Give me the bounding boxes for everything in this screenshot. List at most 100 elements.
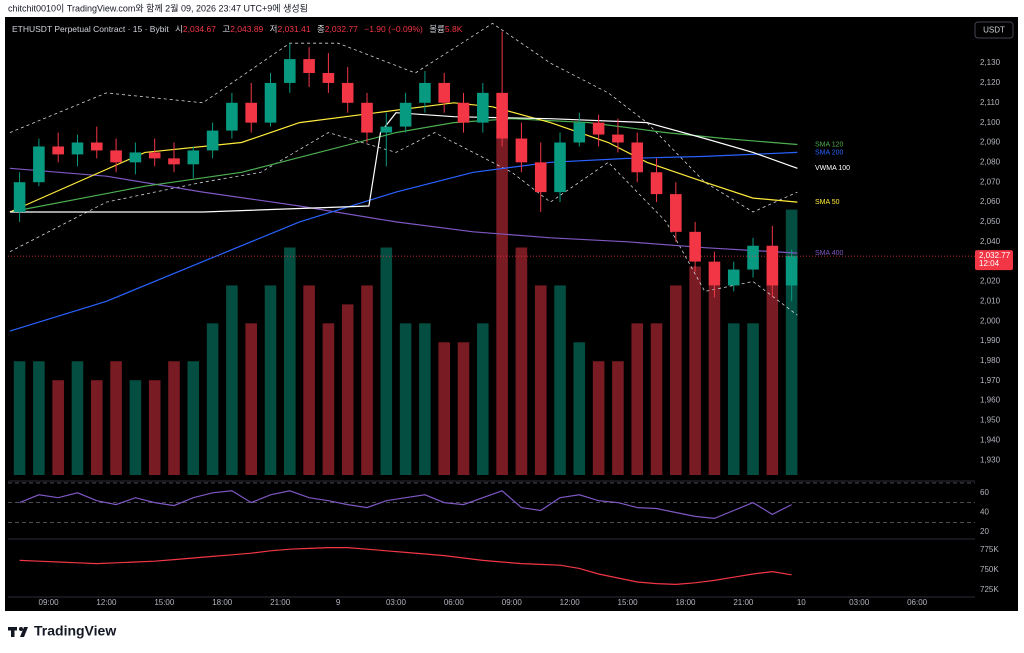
chart-background bbox=[5, 17, 1018, 611]
bollinger-band bbox=[9, 132, 798, 316]
x-tick-label: 03:00 bbox=[386, 598, 407, 607]
candle-body bbox=[322, 73, 335, 83]
h-label: 고 bbox=[222, 24, 230, 34]
y-tick-label: 2,050 bbox=[980, 217, 1001, 226]
volume-bar bbox=[341, 304, 354, 475]
volume-bar bbox=[457, 342, 470, 475]
candle-body bbox=[90, 142, 103, 151]
series-label: SMA 50 bbox=[815, 199, 840, 206]
candle-body bbox=[303, 59, 315, 74]
volume-bar bbox=[573, 342, 586, 475]
y-tick-label: 60 bbox=[980, 488, 989, 497]
candle-body bbox=[650, 172, 663, 195]
o-value: 2,034.67 bbox=[183, 24, 216, 34]
moving-average bbox=[9, 118, 798, 213]
symbol-legend: ETHUSDT Perpetual Contract · 15 · Bybit … bbox=[12, 24, 463, 34]
logo-text: TradingView bbox=[34, 623, 116, 639]
volume-bar bbox=[13, 361, 26, 475]
candle-body bbox=[226, 102, 238, 131]
currency-button[interactable] bbox=[974, 21, 1014, 39]
candle-body bbox=[380, 126, 393, 133]
indicator-line bbox=[19, 490, 792, 520]
x-tick-label: 09:00 bbox=[502, 598, 523, 607]
x-tick-label: 9 bbox=[336, 598, 341, 607]
candle-body bbox=[264, 82, 277, 123]
vol-label: 볼륨 bbox=[429, 24, 445, 34]
candle-body bbox=[515, 138, 528, 163]
candle-body bbox=[399, 102, 412, 127]
volume-bar bbox=[264, 285, 277, 475]
c-value: 2,032.77 bbox=[325, 24, 358, 34]
x-tick-label: 21:00 bbox=[733, 598, 754, 607]
symbol-name: ETHUSDT Perpetual Contract · 15 · Bybit bbox=[12, 24, 169, 34]
volume-bar bbox=[110, 361, 122, 475]
indicator-line bbox=[19, 547, 792, 586]
o-label: 시 bbox=[175, 24, 183, 34]
y-tick-label: 2,090 bbox=[980, 138, 1001, 147]
volume-bar bbox=[766, 247, 779, 475]
moving-average bbox=[9, 167, 798, 254]
volume-bar bbox=[631, 323, 644, 475]
volume-bar bbox=[226, 285, 238, 475]
volume-bar bbox=[284, 247, 296, 475]
volume-bar bbox=[33, 361, 45, 475]
volume-bar bbox=[708, 285, 721, 475]
y-tick-label: 1,940 bbox=[980, 435, 1001, 444]
candle-body bbox=[631, 142, 644, 173]
change: −1.90 (−0.09%) bbox=[364, 24, 423, 34]
moving-average bbox=[9, 112, 798, 213]
candle-body bbox=[708, 261, 721, 286]
candle-body bbox=[148, 152, 161, 159]
y-tick-label: 750K bbox=[980, 565, 999, 574]
candle-body bbox=[554, 142, 566, 193]
candle-body bbox=[71, 142, 84, 155]
y-tick-label: 2,080 bbox=[980, 157, 1001, 166]
c-label: 종 bbox=[317, 24, 325, 34]
x-tick-label: 15:00 bbox=[618, 598, 639, 607]
candle-body bbox=[689, 231, 701, 262]
candle-body bbox=[13, 182, 26, 212]
candle-body bbox=[534, 162, 547, 193]
volume-bar bbox=[438, 342, 451, 475]
candle-body bbox=[206, 130, 219, 151]
vol-value: 5.8K bbox=[445, 24, 463, 34]
volume-bar bbox=[168, 361, 180, 475]
candle-body bbox=[727, 269, 740, 286]
y-tick-label: 2,060 bbox=[980, 197, 1001, 206]
volume-bar bbox=[515, 247, 528, 475]
candle-body bbox=[496, 92, 508, 139]
volume-bar bbox=[477, 323, 489, 475]
h-value: 2,043.89 bbox=[230, 24, 263, 34]
candle-body bbox=[785, 256, 798, 286]
y-tick-label: 1,980 bbox=[980, 356, 1001, 365]
volume-bar bbox=[245, 323, 257, 475]
y-tick-label: 2,000 bbox=[980, 316, 1001, 325]
x-tick-label: 09:00 bbox=[39, 598, 60, 607]
series-label: SMA 400 bbox=[815, 250, 844, 257]
series-label: VWMA 100 bbox=[815, 165, 850, 172]
x-tick-label: 18:00 bbox=[212, 598, 233, 607]
logo-icon bbox=[8, 627, 28, 637]
candle-body bbox=[592, 122, 605, 135]
volume-bar bbox=[612, 361, 624, 475]
x-tick-label: 21:00 bbox=[270, 598, 291, 607]
last-price-box bbox=[975, 250, 1013, 271]
y-tick-label: 2,070 bbox=[980, 177, 1001, 186]
x-tick-label: 06:00 bbox=[907, 598, 928, 607]
volume-bar bbox=[496, 133, 508, 475]
y-tick-label: 20 bbox=[980, 527, 989, 536]
x-tick-label: 06:00 bbox=[444, 598, 465, 607]
countdown-label: 12:04 bbox=[979, 259, 1000, 268]
volume-bar bbox=[380, 247, 393, 475]
x-tick-label: 18:00 bbox=[675, 598, 696, 607]
y-tick-label: 1,950 bbox=[980, 416, 1001, 425]
moving-average bbox=[9, 151, 798, 332]
candle-body bbox=[457, 102, 470, 123]
x-tick-label: 03:00 bbox=[849, 598, 870, 607]
candle-body bbox=[477, 92, 489, 123]
volume-bar bbox=[592, 361, 605, 475]
candle-body bbox=[766, 245, 779, 286]
